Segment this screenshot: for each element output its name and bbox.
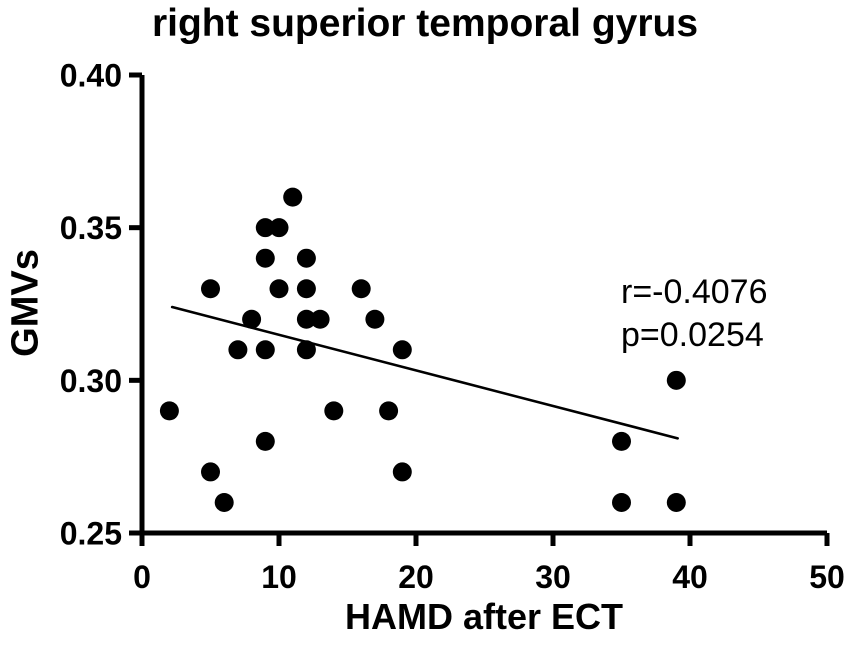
- data-point: [324, 401, 344, 421]
- data-point: [228, 340, 248, 360]
- x-tick-label: 30: [535, 559, 571, 595]
- data-point: [269, 218, 289, 238]
- y-tick-label: 0.25: [60, 516, 122, 552]
- x-tick-label: 40: [672, 559, 708, 595]
- y-tick-label: 0.30: [60, 363, 122, 399]
- data-point: [201, 462, 220, 482]
- trend-line: [170, 305, 679, 440]
- data-point: [255, 431, 275, 451]
- data-point: [612, 431, 631, 451]
- data-point: [255, 248, 275, 268]
- data-point: [283, 187, 303, 207]
- chart-title: right superior temporal gyrus: [151, 2, 699, 45]
- data-point: [201, 279, 220, 299]
- data-point: [296, 279, 316, 299]
- data-point: [310, 309, 330, 329]
- x-axis-label: HAMD after ECT: [344, 596, 624, 637]
- data-point: [392, 462, 412, 482]
- x-tick-label: 10: [261, 559, 297, 595]
- r-value-text: r=-0.4076: [621, 273, 768, 311]
- y-tick-label: 0.35: [60, 210, 122, 246]
- stats-annotation: r=-0.4076 p=0.0254: [621, 271, 768, 357]
- data-point: [214, 492, 234, 512]
- data-point: [365, 309, 385, 329]
- data-point: [269, 279, 289, 299]
- data-point: [612, 492, 631, 512]
- data-point: [296, 248, 316, 268]
- x-tick-label: 20: [398, 559, 434, 595]
- data-point: [666, 492, 686, 512]
- p-value-text: p=0.0254: [621, 316, 764, 354]
- data-point: [379, 401, 399, 421]
- x-tick-label: 50: [809, 559, 845, 595]
- data-point: [296, 309, 316, 329]
- data-point: [255, 340, 275, 360]
- data-point: [351, 279, 371, 299]
- data-point: [159, 401, 179, 421]
- x-tick-label: 0: [133, 559, 151, 595]
- y-tick-label: 0.40: [60, 58, 122, 94]
- data-point: [242, 309, 262, 329]
- data-point: [255, 218, 275, 238]
- data-point: [296, 340, 316, 360]
- data-point: [392, 340, 412, 360]
- data-point: [666, 370, 686, 390]
